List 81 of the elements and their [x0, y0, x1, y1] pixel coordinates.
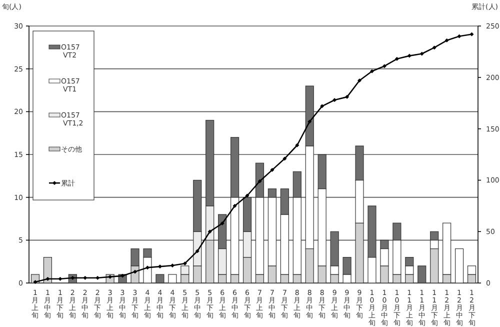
- bar: [255, 274, 264, 284]
- point: [457, 34, 462, 38]
- point: [332, 98, 337, 102]
- bar: [180, 274, 190, 284]
- bar: [330, 274, 339, 284]
- bar: [242, 257, 252, 284]
- point: [133, 270, 138, 274]
- bar: [268, 188, 276, 198]
- point: [295, 143, 300, 148]
- bar: [168, 274, 177, 284]
- bar: [455, 248, 464, 284]
- point: [46, 276, 50, 281]
- bar: [180, 266, 190, 275]
- point: [382, 64, 386, 68]
- bar: [292, 171, 302, 198]
- point: [245, 194, 250, 198]
- bar: [355, 222, 364, 284]
- bar: [405, 257, 414, 266]
- bar: [230, 137, 240, 198]
- bar: [230, 274, 240, 284]
- point: [320, 104, 324, 108]
- point: [345, 94, 350, 99]
- point: [33, 280, 38, 284]
- point: [420, 52, 424, 56]
- bar: [392, 274, 402, 284]
- point: [58, 276, 62, 281]
- bar: [467, 266, 476, 275]
- bar: [430, 231, 439, 240]
- bar: [392, 222, 402, 240]
- bar: [218, 214, 227, 250]
- point: [407, 54, 412, 58]
- bar: [280, 274, 289, 284]
- point: [282, 156, 287, 161]
- bar: [156, 274, 164, 284]
- bar: [405, 274, 414, 284]
- bar: [193, 266, 202, 284]
- point: [208, 230, 212, 234]
- bar: [143, 248, 152, 258]
- point: [470, 32, 474, 36]
- bar: [43, 257, 52, 284]
- point: [270, 168, 274, 172]
- point: [182, 261, 187, 266]
- bar: [442, 274, 452, 284]
- bar: [305, 86, 314, 146]
- bar: [292, 274, 302, 284]
- bar: [318, 154, 326, 190]
- point: [432, 46, 436, 50]
- point: [145, 266, 150, 270]
- point: [232, 204, 237, 208]
- bar: [380, 240, 389, 250]
- bar: [342, 257, 352, 275]
- bar: [255, 162, 264, 198]
- bar: [206, 240, 214, 284]
- bar: [130, 248, 140, 266]
- point: [83, 276, 88, 280]
- bar: [305, 248, 314, 284]
- bar: [368, 206, 376, 258]
- bar: [218, 274, 227, 284]
- bar: [430, 248, 439, 284]
- bar: [280, 188, 289, 215]
- point: [96, 276, 100, 280]
- bar: [318, 266, 326, 284]
- bar: [355, 146, 364, 180]
- point: [258, 179, 262, 184]
- point: [394, 56, 399, 61]
- bar: [193, 180, 202, 232]
- bar: [268, 266, 276, 284]
- point: [220, 221, 224, 226]
- point: [358, 78, 362, 82]
- point: [195, 249, 200, 254]
- point: [444, 38, 449, 42]
- point: [120, 274, 125, 278]
- bar: [418, 266, 426, 284]
- bar: [467, 274, 476, 284]
- bar: [330, 231, 339, 266]
- bar: [206, 120, 214, 206]
- bar: [242, 197, 252, 232]
- point: [308, 120, 312, 124]
- bar: [380, 266, 389, 284]
- bar: [442, 222, 452, 275]
- point: [370, 69, 374, 74]
